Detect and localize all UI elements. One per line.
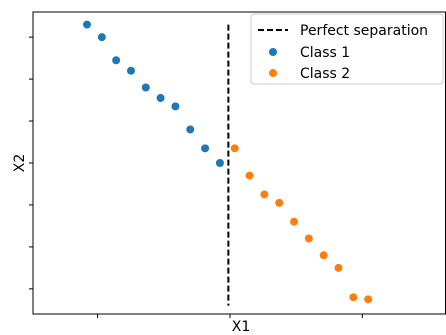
point-class-1-2 [112,56,121,65]
point-class-1-8 [201,144,210,153]
point-class-2-1 [245,171,254,180]
point-class-1-9 [215,159,224,167]
legend-label-class-2: Class 2 [300,66,350,82]
x-axis-label: X1 [232,319,251,335]
point-class-2-5 [304,234,313,243]
point-class-2-0 [230,144,239,153]
point-class-1-4 [141,83,150,92]
point-class-1-0 [83,20,92,29]
point-class-1-6 [171,102,180,111]
legend-swatch-class-1 [269,48,277,56]
point-class-2-9 [364,295,373,304]
axis-ticks [29,36,363,318]
point-class-1-3 [126,66,135,75]
point-class-1-7 [186,125,195,134]
legend-label-class-1: Class 1 [300,45,350,61]
legend: Perfect separation Class 1 Class 2 [250,13,444,85]
point-class-2-2 [260,190,269,199]
point-class-1-5 [156,93,165,102]
point-class-2-4 [290,217,299,226]
legend-swatch-class-2 [269,69,277,77]
point-class-2-6 [319,251,328,260]
point-class-2-7 [334,263,343,272]
y-axis-label: X2 [12,154,28,173]
legend-label-separation: Perfect separation [300,23,428,39]
point-class-1-1 [97,33,106,42]
point-class-2-8 [349,293,358,302]
data-points [83,20,373,304]
legend-box [250,13,444,85]
point-class-2-3 [275,198,284,207]
